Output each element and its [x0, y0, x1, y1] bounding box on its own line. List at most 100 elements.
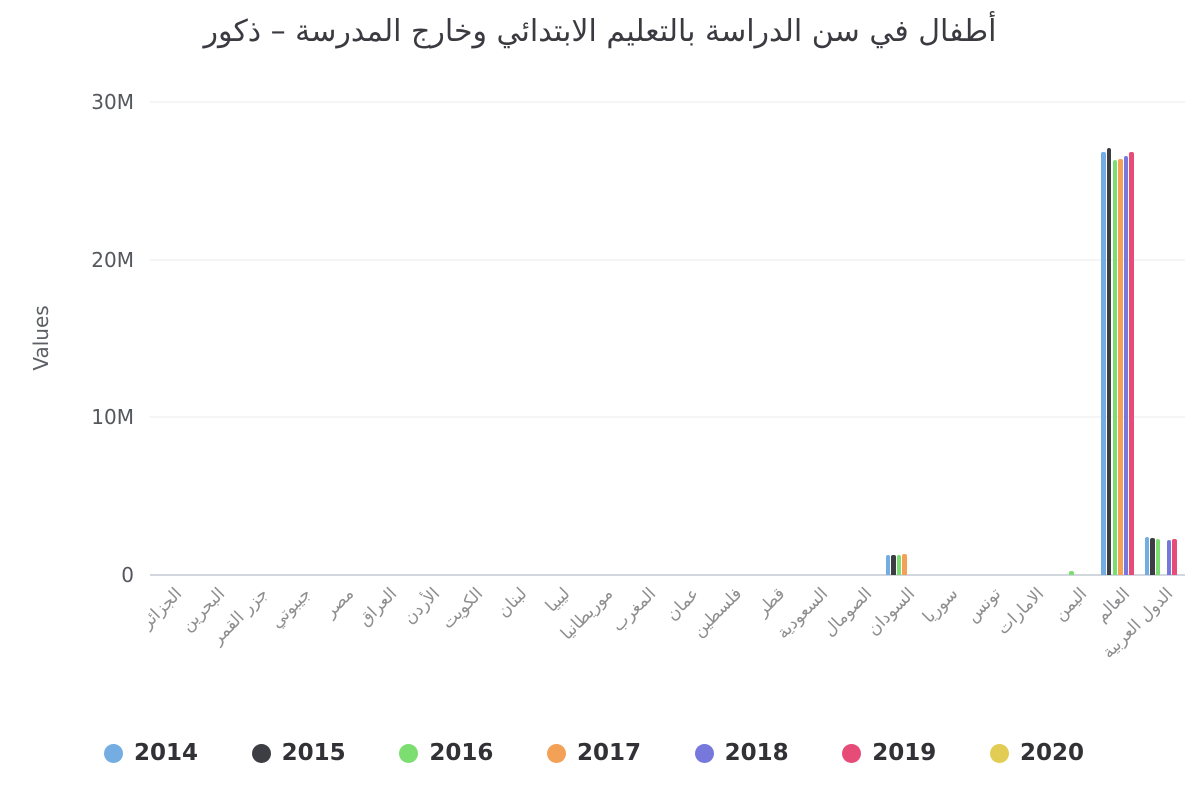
- category-slot: [1056, 102, 1099, 575]
- bar[interactable]: [1172, 538, 1177, 575]
- bar[interactable]: [1129, 152, 1134, 575]
- series-band: [1106, 102, 1112, 575]
- legend-label: 2015: [281, 740, 346, 766]
- x-axis-label: الأردن: [400, 584, 445, 629]
- bar-group: [497, 102, 536, 575]
- bar[interactable]: [1150, 537, 1155, 575]
- x-axis-label: السودان: [863, 584, 919, 640]
- bar-group: [583, 102, 622, 575]
- x-axis-label: الامارات: [993, 584, 1049, 639]
- x-axis-label: الجزائر: [136, 584, 186, 633]
- bar-group: [928, 102, 967, 575]
- series-band: [1177, 102, 1183, 575]
- category-slot: [538, 102, 581, 575]
- legend-item-2019[interactable]: 2019: [842, 740, 936, 766]
- series-band: [1172, 102, 1178, 575]
- bar[interactable]: [902, 553, 907, 575]
- series-band: [703, 102, 709, 575]
- series-band: [530, 102, 536, 575]
- x-axis-label: مصر: [320, 584, 359, 622]
- bar-group: [713, 102, 752, 575]
- series-band: [401, 102, 407, 575]
- category-slot: [1013, 102, 1056, 575]
- bar[interactable]: [891, 554, 896, 575]
- legend: 2014 2015 2016 2017 2018 2019 2020: [104, 740, 1084, 766]
- series-band: [358, 102, 364, 575]
- bar[interactable]: [1106, 147, 1112, 575]
- bar[interactable]: [1069, 571, 1074, 575]
- y-axis-tick-label: 20M: [91, 247, 134, 272]
- category-slot: [1099, 102, 1142, 575]
- x-axis-label: العراق: [355, 584, 402, 631]
- series-band: [1155, 102, 1161, 575]
- bar-group: [1058, 102, 1097, 575]
- x-axis-label: سوريا: [918, 584, 962, 628]
- category-slot: [193, 102, 236, 575]
- series-band: [487, 102, 493, 575]
- legend-label: 2014: [134, 740, 199, 766]
- legend-item-2017[interactable]: 2017: [546, 740, 641, 766]
- series-band: [1166, 102, 1172, 575]
- series-band: [229, 102, 235, 575]
- series-band: [1091, 102, 1097, 575]
- y-axis-title: Values: [29, 305, 53, 371]
- legend-item-2020[interactable]: 2020: [989, 740, 1084, 766]
- series-band: [896, 102, 902, 575]
- legend-item-2014[interactable]: 2014: [104, 740, 198, 766]
- category-slot: [409, 102, 452, 575]
- bar-group: [325, 102, 364, 575]
- series-band: [617, 102, 623, 575]
- bar-group: [454, 102, 493, 575]
- category-slot: [495, 102, 538, 575]
- series-band: [272, 102, 278, 575]
- x-axis-label: اليمن: [1050, 584, 1092, 625]
- bar-group: [238, 102, 277, 575]
- bar-group: [1144, 102, 1183, 575]
- category-slot: [797, 102, 840, 575]
- series-band: [1005, 102, 1011, 575]
- bar[interactable]: [896, 554, 902, 575]
- category-slot: [1142, 102, 1185, 575]
- series-band: [885, 102, 891, 575]
- x-axis-label: المغرب: [608, 584, 661, 636]
- x-axis-baseline: [150, 574, 1185, 576]
- x-axis-label: قطر: [753, 584, 790, 621]
- legend-item-2016[interactable]: 2016: [399, 740, 493, 766]
- bar-group: [756, 102, 795, 575]
- legend-item-2015[interactable]: 2015: [251, 740, 346, 766]
- series-band: [1129, 102, 1135, 575]
- bar-group: [799, 102, 838, 575]
- bar[interactable]: [1123, 155, 1129, 575]
- chart-title: أطفال في سن الدراسة بالتعليم الابتدائي و…: [203, 14, 997, 49]
- series-band: [1150, 102, 1156, 575]
- category-slot: [581, 102, 624, 575]
- legend-color-dot: [399, 743, 419, 763]
- category-slot: [754, 102, 797, 575]
- bar[interactable]: [1112, 160, 1118, 575]
- x-axis-label: الكويت: [438, 584, 488, 634]
- bar[interactable]: [1101, 152, 1106, 575]
- bar[interactable]: [885, 555, 891, 575]
- category-slot: [150, 102, 193, 575]
- bar[interactable]: [1166, 539, 1172, 575]
- legend-label: 2016: [429, 740, 494, 766]
- x-axis-label: لبنان: [493, 584, 531, 622]
- series-band: [1112, 102, 1118, 575]
- series-band: [660, 102, 666, 575]
- legend-color-dot: [104, 743, 123, 763]
- category-slot: [279, 102, 322, 575]
- category-slot: [624, 102, 667, 575]
- series-band: [444, 102, 450, 575]
- series-band: [1118, 102, 1124, 575]
- legend-item-2018[interactable]: 2018: [694, 740, 789, 766]
- bar[interactable]: [1118, 158, 1123, 575]
- y-axis-tick-label: 30M: [91, 90, 134, 114]
- bar[interactable]: [1144, 537, 1150, 575]
- legend-color-dot: [989, 743, 1009, 763]
- series-band: [1134, 102, 1140, 575]
- legend-label: 2018: [724, 740, 789, 766]
- series-band: [574, 102, 580, 575]
- bar[interactable]: [1155, 538, 1161, 575]
- series-band: [746, 102, 752, 575]
